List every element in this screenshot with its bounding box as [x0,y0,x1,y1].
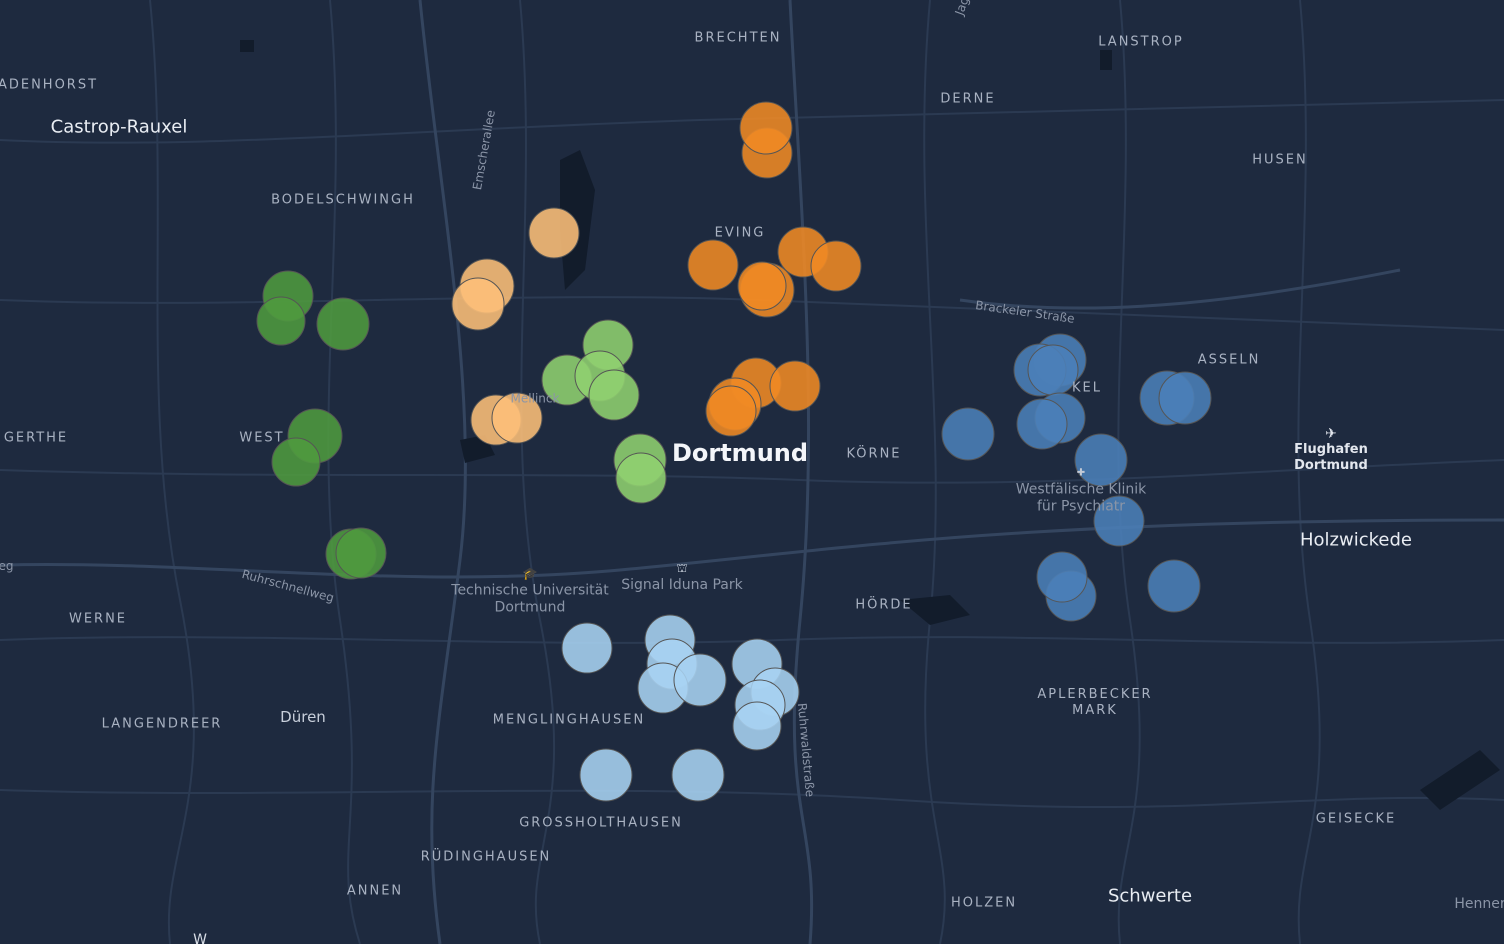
data-markers [256,101,1212,802]
